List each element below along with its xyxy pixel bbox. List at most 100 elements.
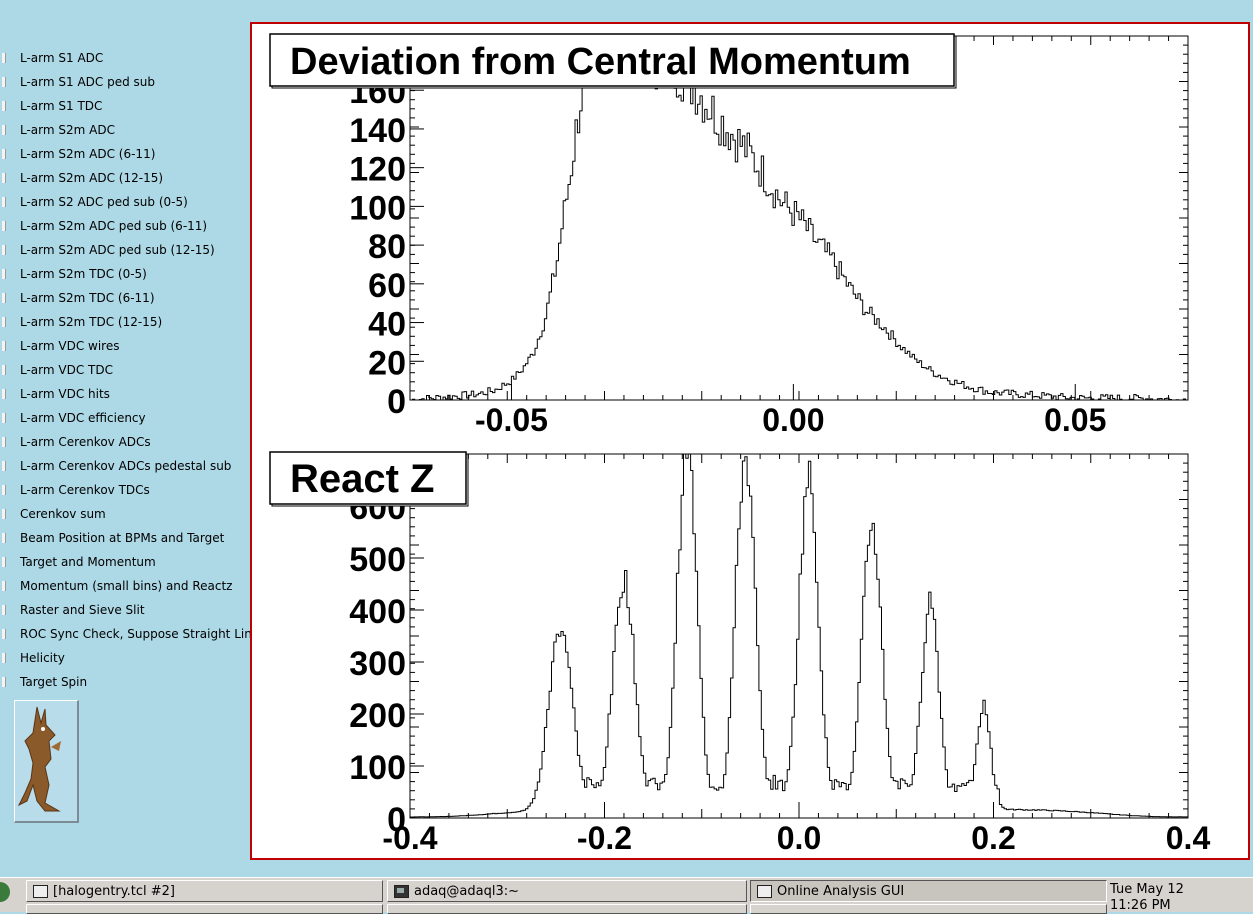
menu-item[interactable]: L-arm S2m ADC ped sub (12-15) <box>0 238 256 262</box>
x-tick-label: 0.05 <box>1044 402 1106 438</box>
menu-item-handle <box>2 293 6 303</box>
y-tick-label: 120 <box>349 151 406 189</box>
plot-canvas[interactable]: 020406080100120140160180-0.050.000.05Dev… <box>250 22 1250 860</box>
menu-item[interactable]: L-arm S2m ADC (12-15) <box>0 166 256 190</box>
menu-item[interactable]: L-arm VDC TDC <box>0 358 256 382</box>
menu-item-handle <box>2 149 6 159</box>
menu-item-label: L-arm VDC efficiency <box>20 411 146 425</box>
menu-item-label: L-arm VDC hits <box>20 387 110 401</box>
task-row2-a[interactable] <box>26 904 383 914</box>
menu-item-handle <box>2 533 6 543</box>
menu-item-handle <box>2 581 6 591</box>
histogram-plots: 020406080100120140160180-0.050.000.05Dev… <box>269 33 1211 856</box>
menu-item-handle <box>2 509 6 519</box>
menu-item-label: Target and Momentum <box>20 555 156 569</box>
x-tick-label: -0.2 <box>577 820 632 856</box>
menu-item-handle <box>2 101 6 111</box>
menu-item[interactable]: L-arm VDC wires <box>0 334 256 358</box>
menu-item-handle <box>2 53 6 63</box>
menu-item[interactable]: L-arm S2m TDC (6-11) <box>0 286 256 310</box>
y-tick-label: 140 <box>349 112 406 150</box>
menu-item[interactable]: L-arm Cerenkov ADCs <box>0 430 256 454</box>
menu-item-handle <box>2 77 6 87</box>
menu-item-label: L-arm S1 ADC <box>20 51 104 65</box>
window-icon <box>757 885 772 898</box>
menu-item[interactable]: Target and Momentum <box>0 550 256 574</box>
menu-item-handle <box>2 125 6 135</box>
task-online-analysis-gui[interactable]: Online Analysis GUI <box>750 880 1107 902</box>
clock: Tue May 12 11:26 PM <box>1110 882 1250 914</box>
x-tick-label: 0.00 <box>762 402 824 438</box>
menu-item[interactable]: Momentum (small bins) and Reactz <box>0 574 256 598</box>
menu-item[interactable]: Beam Position at BPMs and Target <box>0 526 256 550</box>
launcher-icon[interactable] <box>0 882 10 902</box>
menu-item-label: L-arm S2m ADC <box>20 123 115 137</box>
task-row2-b[interactable] <box>387 904 747 914</box>
plot-menu: L-arm S1 ADC L-arm S1 ADC ped sub L-arm S1… <box>0 46 265 694</box>
histogram-line <box>410 35 1188 401</box>
task-label: Online Analysis GUI <box>777 884 905 899</box>
menu-item[interactable]: L-arm S1 ADC ped sub <box>0 70 256 94</box>
menu-item-handle <box>2 437 6 447</box>
menu-item[interactable]: Target Spin <box>0 670 256 694</box>
y-tick-label: 300 <box>349 645 406 683</box>
y-tick-label: 200 <box>349 697 406 735</box>
menu-item[interactable]: L-arm S1 ADC <box>0 46 256 70</box>
menu-item[interactable]: L-arm Cerenkov ADCs pedestal sub <box>0 454 256 478</box>
menu-item[interactable]: L-arm S1 TDC <box>0 94 256 118</box>
clock-date: Tue May 12 <box>1110 882 1184 897</box>
menu-item-label: L-arm S2m TDC (6-11) <box>20 291 155 305</box>
coyote-icon <box>17 706 61 812</box>
menu-item-handle <box>2 173 6 183</box>
menu-item[interactable]: L-arm S2 ADC ped sub (0-5) <box>0 190 256 214</box>
task-label: adaq@adaql3:~ <box>414 884 520 899</box>
menu-item[interactable]: ROC Sync Check, Suppose Straight Lines <box>0 622 265 646</box>
menu-item-label: L-arm S2m TDC (0-5) <box>20 267 147 281</box>
menu-item[interactable]: L-arm S2m TDC (12-15) <box>0 310 256 334</box>
menu-item[interactable]: L-arm S2m TDC (0-5) <box>0 262 256 286</box>
y-tick-label: 60 <box>368 267 406 305</box>
menu-item-label: Raster and Sieve Slit <box>20 603 145 617</box>
menu-item-handle <box>2 413 6 423</box>
chart-title: React Z <box>290 457 435 501</box>
menu-item-handle <box>2 461 6 471</box>
menu-item[interactable]: L-arm Cerenkov TDCs <box>0 478 256 502</box>
y-tick-label: 20 <box>368 344 406 382</box>
task-terminal[interactable]: adaq@adaql3:~ <box>387 880 747 902</box>
menu-item[interactable]: L-arm S2m ADC ped sub (6-11) <box>0 214 256 238</box>
menu-item-label: Helicity <box>20 651 65 665</box>
menu-item-handle <box>2 365 6 375</box>
task-halogentry[interactable]: [halogentry.tcl #2] <box>26 880 383 902</box>
y-tick-label: 0 <box>387 383 406 421</box>
terminal-icon <box>394 885 409 898</box>
taskbar: [halogentry.tcl #2] adaq@adaql3:~ Online… <box>0 877 1253 914</box>
menu-item-handle <box>2 653 6 663</box>
menu-item[interactable]: L-arm VDC hits <box>0 382 256 406</box>
menu-item-handle <box>2 605 6 615</box>
y-tick-label: 500 <box>349 541 406 579</box>
menu-item-handle <box>2 245 6 255</box>
menu-item-handle <box>2 317 6 327</box>
menu-item[interactable]: L-arm S2m ADC (6-11) <box>0 142 256 166</box>
x-tick-label: 0.4 <box>1166 820 1211 856</box>
x-tick-label: 0.2 <box>971 820 1015 856</box>
menu-item[interactable]: Raster and Sieve Slit <box>0 598 256 622</box>
menu-item-handle <box>2 677 6 687</box>
menu-item[interactable]: L-arm S2m ADC <box>0 118 256 142</box>
menu-item-label: Beam Position at BPMs and Target <box>20 531 225 545</box>
menu-item-label: L-arm S2m ADC (6-11) <box>20 147 156 161</box>
y-tick-label: 80 <box>368 228 406 266</box>
menu-item[interactable]: Cerenkov sum <box>0 502 256 526</box>
chart-title: Deviation from Central Momentum <box>290 41 911 83</box>
menu-item[interactable]: Helicity <box>0 646 256 670</box>
y-tick-label: 400 <box>349 593 406 631</box>
menu-item-label: L-arm S2m ADC (12-15) <box>20 171 164 185</box>
mascot-image <box>14 700 79 823</box>
menu-item-label: L-arm S2m ADC ped sub (12-15) <box>20 243 215 257</box>
menu-item[interactable]: L-arm VDC efficiency <box>0 406 256 430</box>
menu-item-handle <box>2 389 6 399</box>
task-row2-c[interactable] <box>750 904 1107 914</box>
task-label: [halogentry.tcl #2] <box>53 884 175 899</box>
y-tick-label: 100 <box>349 189 406 227</box>
menu-item-label: L-arm Cerenkov ADCs pedestal sub <box>20 459 232 473</box>
